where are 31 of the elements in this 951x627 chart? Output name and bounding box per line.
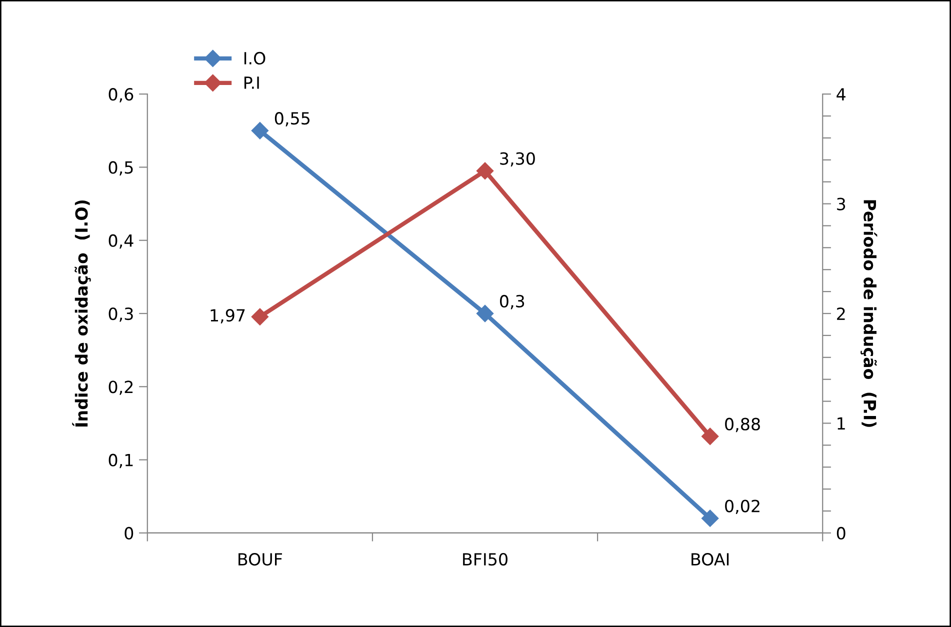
data-label: 0,02 [725, 500, 760, 514]
data-label: 3,30 [500, 152, 535, 167]
point [476, 304, 494, 322]
point [702, 428, 719, 445]
point [702, 510, 719, 527]
y2-tick-label: 2 [837, 307, 845, 320]
point [251, 122, 268, 140]
y2-tick-label: 3 [837, 198, 846, 210]
y2-axis-title: Período de indução (P.I) [860, 200, 878, 427]
y2-tick-label: 1 [838, 417, 845, 430]
y2-tick-label: 4 [836, 88, 846, 100]
y-tick-label: 0,3 [108, 307, 133, 322]
y-tick-label: 0,1 [108, 454, 133, 468]
data-label: 1,97 [210, 309, 245, 324]
x-tick-label: BOAI [692, 552, 729, 566]
legend-label: I.O [244, 52, 266, 65]
data-label: 0,88 [725, 418, 760, 432]
y2-tick-label: 0 [836, 526, 846, 540]
data-label: 0,55 [274, 112, 310, 126]
data-label: 0,3 [500, 294, 524, 310]
legend-label: P.I [244, 76, 259, 89]
x-tick-label: BFI50 [463, 552, 508, 566]
point [476, 162, 494, 180]
y-tick-label: 0,4 [108, 234, 134, 249]
point [251, 308, 268, 326]
x-tick-label: BOUF [238, 552, 282, 566]
y-tick-label: 0,6 [108, 88, 134, 102]
y-tick-label: 0 [124, 526, 134, 540]
y-tick-label: 0,2 [108, 380, 133, 395]
y-axis-title: Índice de oxidação (I.O) [72, 200, 91, 426]
y-tick-label: 0,5 [108, 161, 133, 176]
